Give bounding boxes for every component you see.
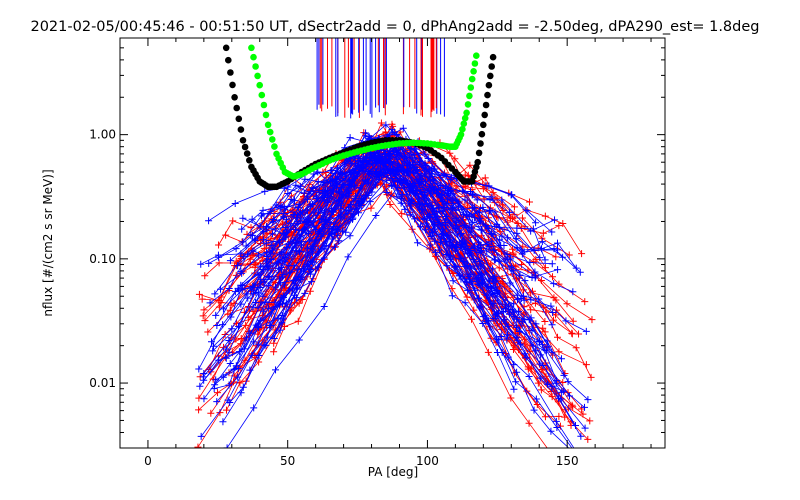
axes: 0 50 100 150 0.01 0.10 1.00 [89, 37, 665, 468]
x-tick-label: 0 [144, 454, 152, 468]
curve-point [463, 109, 470, 117]
curve-point [246, 157, 253, 164]
curve-point [252, 63, 259, 70]
curve-point [488, 63, 496, 70]
chart-title: 2021-02-05/00:45:46 - 00:51:50 UT, dSect… [30, 19, 759, 35]
curve-point [227, 69, 234, 76]
curve-point [475, 149, 483, 157]
saturation-spikes [316, 38, 445, 119]
curve-point [258, 91, 266, 99]
y-axis-label: nflux [#/(cm2 s sr MeV)] [41, 169, 55, 316]
y-tick-label: 0.10 [89, 252, 116, 266]
curve-point [471, 60, 479, 67]
model-curve-green [248, 44, 480, 180]
pa-trace [219, 153, 521, 381]
curve-point [489, 53, 497, 61]
curve-point [243, 150, 251, 157]
y-tick-label: 1.00 [89, 128, 116, 142]
curve-point [264, 121, 272, 129]
curve-point [467, 84, 475, 91]
x-axis-label: PA [deg] [368, 465, 418, 479]
curve-point [461, 114, 469, 122]
x-tick-label: 100 [416, 454, 439, 468]
curve-point [470, 68, 477, 75]
y-tick-label: 0.01 [89, 376, 116, 390]
curve-point [478, 130, 486, 138]
curve-point [460, 120, 468, 127]
curve-point [468, 75, 476, 83]
curve-point [231, 94, 238, 101]
curve-point [254, 72, 261, 80]
curve-point [485, 81, 493, 89]
curve-point [260, 101, 268, 109]
curve-point [487, 72, 494, 80]
curve-point [474, 158, 482, 166]
curve-point [248, 44, 255, 52]
curve-point [484, 91, 491, 99]
curve-point [482, 101, 490, 109]
curve-point [466, 92, 473, 100]
curve-point [464, 101, 472, 108]
x-tick-label: 150 [556, 454, 579, 468]
curve-point [229, 81, 236, 89]
curve-point [237, 126, 245, 133]
curve-point [480, 121, 487, 129]
curve-point [269, 136, 276, 143]
pa-trace [227, 158, 503, 344]
pa-trace [206, 149, 513, 310]
curve-point [477, 140, 484, 147]
curve-point [250, 53, 257, 61]
pa-trace [259, 137, 577, 300]
data-layer [194, 38, 596, 448]
curve-point [457, 131, 465, 138]
curve-point [241, 143, 249, 151]
curve-point [225, 56, 232, 64]
curve-point [222, 44, 230, 52]
curve-point [256, 81, 264, 89]
curve-point [262, 111, 270, 119]
curve-point [266, 128, 274, 136]
curve-point [459, 125, 466, 133]
plot-frame [119, 37, 666, 449]
curve-point [481, 111, 489, 119]
curve-point [271, 143, 278, 150]
curve-point [239, 137, 247, 144]
curve-point [473, 52, 480, 59]
x-tick-label: 50 [280, 454, 295, 468]
curve-point [233, 104, 240, 112]
pa-trace [197, 150, 584, 440]
curve-point [235, 115, 243, 123]
